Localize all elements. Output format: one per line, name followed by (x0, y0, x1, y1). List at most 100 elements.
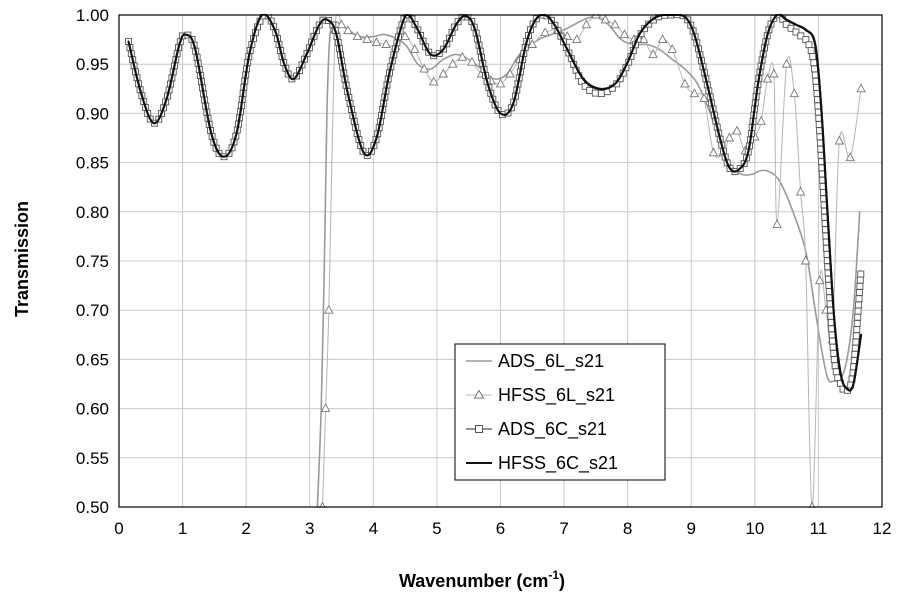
markers-layer (125, 14, 866, 508)
marker-triangle (619, 29, 630, 39)
legend-box (454, 343, 666, 481)
marker-triangle (856, 83, 866, 93)
marker-square (807, 47, 815, 55)
marker-triangle (600, 14, 611, 24)
marker-triangle (352, 31, 363, 41)
marker-square (851, 344, 859, 352)
marker-triangle (581, 19, 592, 29)
marker-triangle (648, 48, 658, 58)
marker-triangle (467, 56, 477, 66)
y-tick-labels: 0.50 0.55 0.60 0.65 0.70 0.75 0.80 0.85 0.90 0.95… (76, 6, 109, 517)
marker-square (852, 338, 860, 346)
marker-triangle (845, 152, 855, 162)
y-tick-label: 1.00 (76, 6, 109, 25)
y-tick-label: 0.50 (76, 498, 109, 517)
legend-entry-ads-6l: ADS_6L_s21 (466, 351, 604, 372)
x-tick-label: 3 (305, 519, 314, 538)
marker-square (857, 270, 865, 278)
marker-triangle (381, 39, 391, 48)
plot-area-frame (118, 14, 883, 508)
marker-square (855, 289, 863, 296)
x-tick-label: 4 (369, 519, 378, 538)
marker-triangle (708, 147, 719, 157)
marker-triangle (789, 88, 800, 98)
series-line-hfss-6c-s21 (127, 14, 863, 392)
marker-triangle (336, 19, 347, 29)
y-axis-title: Transmission (12, 201, 32, 317)
x-tick-label: 6 (496, 519, 505, 538)
legend-entry-hfss-6c: HFSS_6C_s21 (466, 453, 618, 474)
marker-square (832, 368, 840, 376)
x-tick-label: 10 (745, 519, 764, 538)
marker-triangle (371, 37, 382, 47)
marker-triangle (343, 25, 353, 35)
marker-square (787, 24, 795, 32)
y-tick-label: 0.65 (76, 350, 109, 369)
x-tick-label: 12 (873, 519, 892, 538)
marker-triangle (834, 135, 845, 145)
legend-label-ads-6c: ADS_6C_s21 (498, 419, 607, 440)
x-tick-label: 2 (241, 519, 250, 538)
marker-triangle (762, 73, 773, 83)
legend-square-marker (475, 425, 483, 433)
marker-triangle (527, 39, 538, 48)
marker-square (581, 82, 589, 90)
marker-triangle (409, 43, 420, 53)
marker-triangle (732, 125, 742, 135)
marker-triangle (680, 78, 690, 88)
legend-label-ads-6l: ADS_6L_s21 (498, 351, 604, 372)
marker-triangle (448, 58, 458, 68)
marker-triangle (814, 275, 825, 285)
series-line-hfss-6c-s21 (127, 14, 863, 392)
x-tick-label: 11 (810, 519, 828, 538)
marker-triangle (699, 93, 709, 103)
marker-triangle (769, 68, 779, 78)
marker-square (782, 20, 790, 28)
marker-square (855, 301, 863, 309)
legend-entry-ads-6c: ADS_6C_s21 (466, 419, 607, 440)
marker-square (805, 41, 813, 49)
legend-triangle-marker (473, 389, 485, 399)
x-axis-title-main: Wavenumber (cm (399, 571, 548, 591)
x-axis-title-superscript: -1 (548, 568, 559, 582)
legend: ADS_6L_s21 HFSS_6L_s21 ADS_6C_s21 HFSS_6… (454, 343, 666, 481)
marker-triangle (505, 68, 515, 78)
marker-square (856, 282, 864, 290)
marker-triangle (320, 403, 331, 413)
marker-triangle (808, 501, 816, 508)
marker-square (854, 313, 862, 321)
x-tick-labels: 0 1 2 3 4 5 6 7 8 9 10 11 12 (114, 519, 891, 538)
legend-label-hfss-6c: HFSS_6C_s21 (498, 453, 618, 474)
marker-triangle (756, 115, 766, 125)
marker-triangle (438, 68, 449, 78)
marker-triangle (419, 63, 429, 73)
x-tick-label: 0 (114, 519, 123, 538)
x-tick-label: 5 (432, 519, 441, 538)
marker-square (829, 337, 837, 345)
marker-triangle (800, 255, 811, 265)
marker-triangle (540, 27, 550, 37)
marker-square (853, 319, 861, 327)
marker-square (792, 28, 800, 36)
marker-square (591, 89, 599, 97)
marker-triangle (610, 19, 620, 29)
marker-triangle (428, 76, 439, 86)
legend-label-hfss-6l: HFSS_6L_s21 (498, 385, 615, 406)
y-tick-label: 0.80 (76, 203, 109, 222)
marker-square (855, 295, 863, 303)
marker-triangle (362, 34, 372, 44)
y-tick-label: 0.60 (76, 400, 109, 419)
marker-triangle (591, 14, 601, 19)
y-tick-label: 0.90 (76, 104, 109, 123)
marker-triangle (324, 304, 334, 314)
y-tick-label: 0.85 (76, 154, 109, 173)
y-tick-label: 0.70 (76, 301, 109, 320)
marker-square (586, 87, 594, 94)
marker-square (811, 65, 819, 73)
marker-square (809, 53, 817, 61)
x-axis-title-close: ) (559, 571, 565, 591)
marker-square (828, 331, 836, 339)
marker-triangle (667, 43, 677, 53)
x-tick-label: 8 (623, 519, 632, 538)
